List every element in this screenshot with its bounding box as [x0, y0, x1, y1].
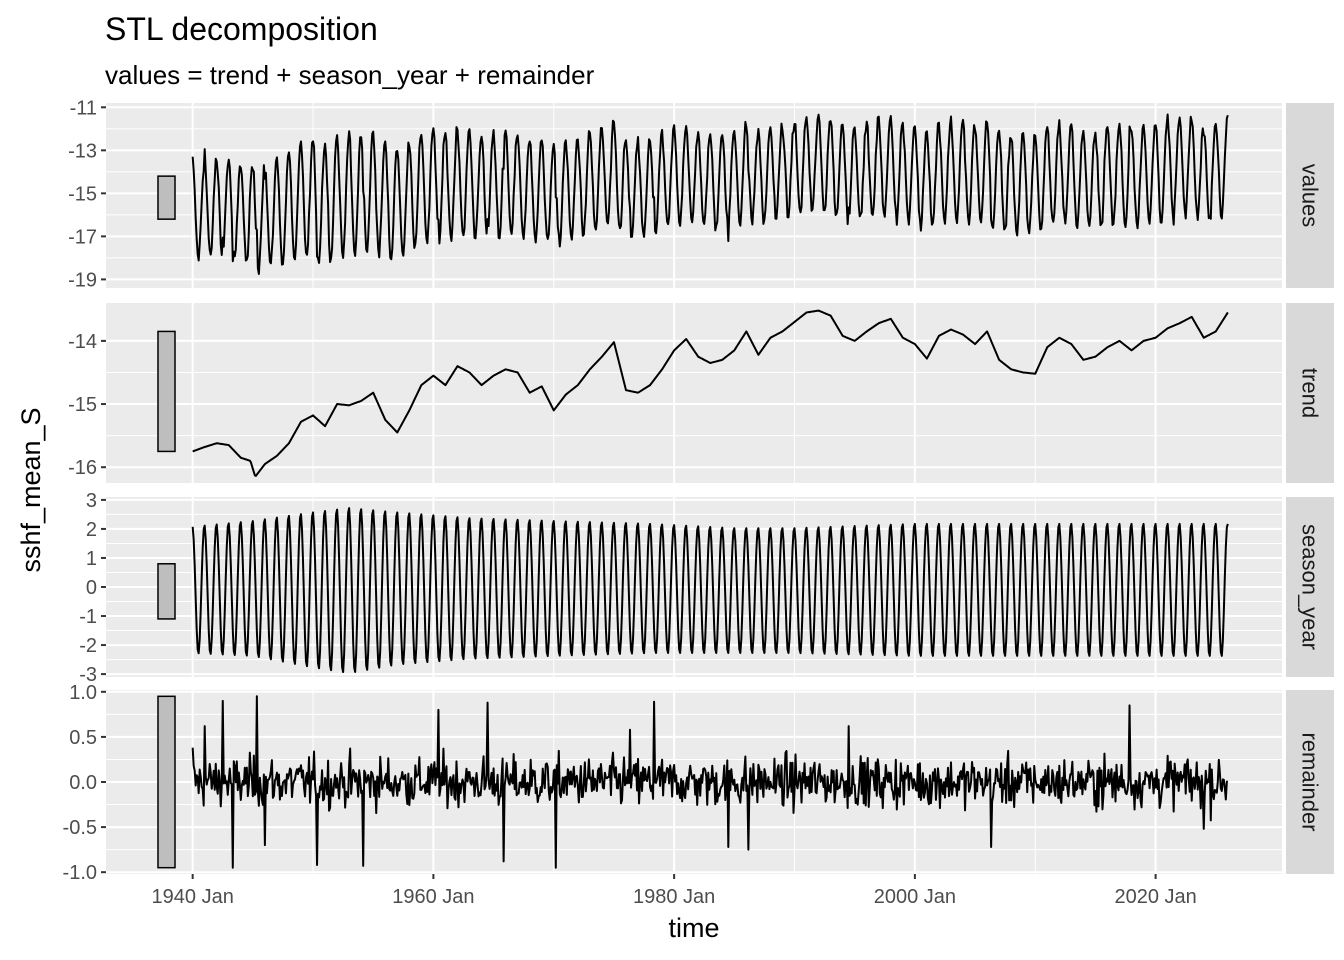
y-tick-label: -11: [70, 97, 97, 119]
facet-strip-label: remainder: [1298, 732, 1323, 831]
y-tick-label: 3: [86, 490, 97, 512]
y-tick-label: -2: [79, 635, 97, 657]
y-tick-label: 0.5: [69, 727, 97, 749]
y-tick-label: -16: [68, 457, 97, 479]
panel-trend: [101, 303, 1334, 483]
panel-season_year: [101, 497, 1334, 677]
facet-strip-label: values: [1298, 164, 1323, 228]
series-line-remainder: [191, 695, 1229, 869]
x-tick-label: 1940 Jan: [152, 886, 234, 908]
y-tick-label: -17: [68, 226, 97, 248]
y-tick-label: -15: [68, 394, 97, 416]
panel-values: [101, 103, 1334, 288]
scale-bar: [157, 695, 176, 869]
series-line-values: [191, 113, 1229, 275]
panel-remainder: [101, 690, 1334, 874]
facet-strip: [1286, 103, 1334, 288]
y-tick-label: 0: [86, 577, 97, 599]
x-tick-label: 1960 Jan: [392, 886, 474, 908]
series-line-season_year: [191, 507, 1229, 674]
y-tick-label: -3: [79, 664, 97, 686]
y-tick-label: 0.0: [69, 772, 97, 794]
chart-title: STL decomposition: [105, 11, 378, 47]
y-tick-label: 2: [86, 519, 97, 541]
y-axis-title: sshf_mean_S: [16, 407, 46, 572]
y-tick-label: -14: [68, 331, 97, 353]
x-tick-label: 2020 Jan: [1114, 886, 1196, 908]
y-tick-label: -1: [79, 606, 97, 628]
scale-bar: [157, 330, 176, 453]
y-tick-label: -1.0: [63, 862, 97, 884]
scale-bar: [157, 175, 176, 220]
facet-strip: [1286, 303, 1334, 483]
y-tick-label: -13: [68, 140, 97, 162]
y-tick-label: -19: [68, 269, 97, 291]
y-tick-label: -0.5: [63, 817, 97, 839]
chart-subtitle: values = trend + season_year + remainder: [105, 60, 595, 90]
facet-strip-label: trend: [1298, 368, 1323, 418]
y-tick-label: 1.0: [69, 682, 97, 704]
y-tick-label: -15: [68, 183, 97, 205]
series-line-trend: [192, 309, 1229, 477]
y-tick-label: 1: [86, 548, 97, 570]
facet-strip: [1286, 690, 1334, 874]
x-tick-label: 2000 Jan: [874, 886, 956, 908]
facet-strip-label: season_year: [1298, 524, 1323, 650]
x-axis-title: time: [668, 913, 719, 943]
x-tick-label: 1980 Jan: [633, 886, 715, 908]
facet-strip: [1286, 497, 1334, 677]
scale-bar: [157, 563, 176, 620]
panel-background: [106, 303, 1282, 483]
